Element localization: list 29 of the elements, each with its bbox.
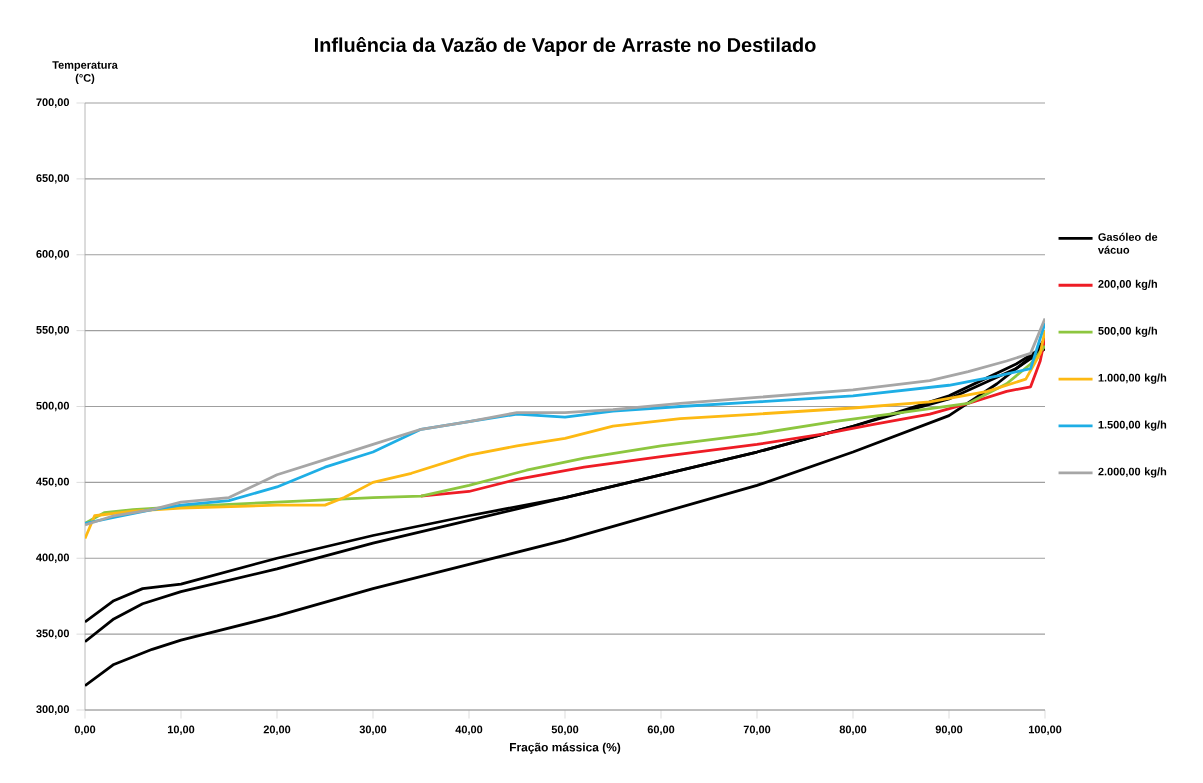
x-tick-label: 90,00	[935, 725, 963, 735]
y-tick-label: 400,00	[36, 553, 70, 563]
x-tick-label: 50,00	[551, 725, 579, 735]
x-tick-label: 60,00	[647, 725, 675, 735]
y-axis-title: Temperatura (°C)	[52, 61, 118, 84]
legend-label: 1.000,00 kg/h	[1098, 373, 1167, 384]
y-tick-label: 650,00	[36, 174, 70, 184]
legend-label: 2.000,00 kg/h	[1098, 467, 1167, 478]
y-tick-label: 450,00	[36, 477, 70, 488]
y-tick-label: 350,00	[36, 629, 70, 639]
y-tick-label: 500,00	[36, 401, 70, 412]
x-tick-label: 10,00	[167, 725, 195, 735]
x-tick-label: 30,00	[359, 725, 387, 735]
legend-label: 500,00 kg/h	[1098, 326, 1157, 337]
y-tick-label: 300,00	[36, 705, 70, 715]
x-tick-label: 80,00	[839, 725, 867, 735]
x-tick-label: 70,00	[743, 725, 771, 735]
chart-title: Influência da Vazão de Vapor de Arraste no Destilado	[314, 37, 816, 56]
x-tick-label: 40,00	[455, 725, 483, 735]
y-tick-label: 700,00	[36, 98, 70, 108]
legend-label: Gasóleo de vácuo	[1097, 232, 1158, 254]
legend-label: 1.500,00 kg/h	[1098, 420, 1167, 431]
x-tick-label: 20,00	[263, 725, 291, 735]
legend-label: 200,00 kg/h	[1098, 279, 1157, 291]
x-axis-title: Fração mássica (%)	[510, 742, 621, 754]
y-tick-label: 600,00	[36, 250, 70, 260]
x-tick-label: 0,00	[74, 725, 96, 735]
x-tick-label: 100,00	[1028, 725, 1062, 735]
y-tick-label: 550,00	[36, 325, 70, 336]
